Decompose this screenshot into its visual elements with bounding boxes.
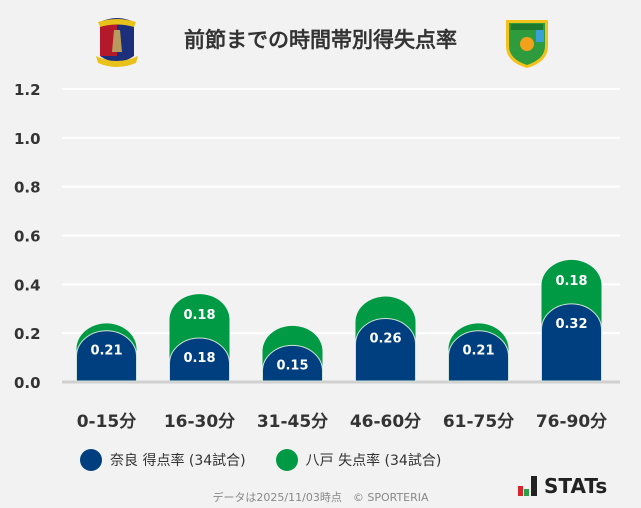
- footer-note: データは2025/11/03時点 © SPORTERIA: [212, 491, 429, 504]
- legend-label: 八戸 失点率 (34試合): [305, 453, 442, 469]
- stats-bars-icon: [518, 476, 537, 496]
- x-tick-label: 31-45分: [257, 412, 328, 432]
- stats-brand: STATs: [544, 474, 608, 498]
- legend-label: 奈良 得点率 (34試合): [110, 453, 246, 469]
- legend-item-hachinohe[interactable]: 八戸 失点率 (34試合): [275, 449, 442, 471]
- y-tick-label: 1.2: [14, 81, 41, 99]
- stats-logo: STATs: [518, 476, 607, 496]
- y-tick-label: 0.0: [14, 374, 41, 392]
- bar-label-nara: 0.26: [369, 332, 401, 347]
- bar-nara-scored: [355, 318, 416, 382]
- chart-title: 前節までの時間帯別得失点率: [184, 28, 457, 52]
- legend: 奈良 得点率 (34試合) 八戸 失点率 (34試合): [80, 449, 441, 471]
- bar-label-hachinohe: 0.18: [183, 308, 215, 323]
- y-tick-label: 0.2: [14, 325, 41, 343]
- legend-swatch-green: [275, 449, 298, 471]
- legend-item-nara[interactable]: 奈良 得点率 (34試合): [80, 449, 246, 471]
- y-tick-label: 1.0: [14, 130, 41, 148]
- nara-club-logo: [94, 16, 140, 74]
- bar-label-hachinohe: 0.18: [555, 274, 587, 289]
- y-tick-label: 0.4: [14, 276, 41, 294]
- x-tick-label: 16-30分: [164, 412, 235, 432]
- x-tick-label: 46-60分: [350, 412, 421, 432]
- bar-nara-scored: [262, 344, 323, 382]
- vanraure-hachinohe-logo: [503, 16, 551, 74]
- bar-label-nara: 0.21: [90, 344, 122, 359]
- y-tick-label: 0.8: [14, 179, 41, 197]
- bar-label-nara: 0.32: [555, 317, 587, 332]
- bar-chart: 0.0 0.2 0.4 0.6 0.8 1.0 1.2 0.21 0-15分 0.18 0.18 16…: [14, 81, 620, 432]
- x-tick-label: 0-15分: [77, 412, 137, 432]
- legend-swatch-blue: [80, 449, 102, 471]
- bar-label-nara: 0.21: [462, 344, 494, 359]
- bar-nara-scored: [76, 330, 137, 382]
- y-tick-label: 0.6: [14, 228, 41, 246]
- x-tick-label: 61-75分: [443, 412, 514, 432]
- x-tick-label: 76-90分: [536, 412, 607, 432]
- bar-label-nara: 0.15: [276, 358, 308, 373]
- bar-label-nara: 0.18: [183, 351, 215, 366]
- bar-nara-scored: [169, 337, 230, 382]
- bar-nara-scored: [541, 303, 602, 382]
- bar-nara-scored: [448, 330, 509, 382]
